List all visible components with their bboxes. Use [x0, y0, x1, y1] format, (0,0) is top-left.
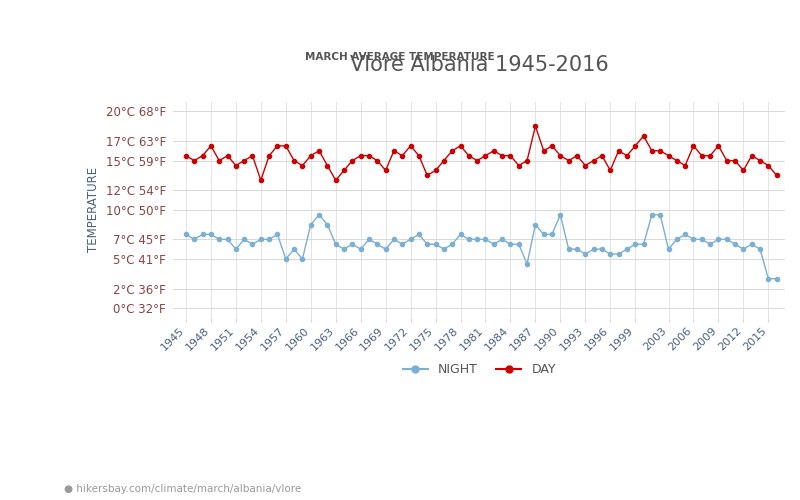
Legend: NIGHT, DAY: NIGHT, DAY: [398, 358, 561, 381]
Text: ● hikersbay.com/climate/march/albania/vlore: ● hikersbay.com/climate/march/albania/vl…: [64, 484, 302, 494]
Y-axis label: TEMPERATURE: TEMPERATURE: [87, 167, 100, 252]
Title: Vlorë Albania 1945-2016: Vlorë Albania 1945-2016: [350, 55, 609, 75]
Text: MARCH AVERAGE TEMPERATURE: MARCH AVERAGE TEMPERATURE: [305, 52, 495, 62]
